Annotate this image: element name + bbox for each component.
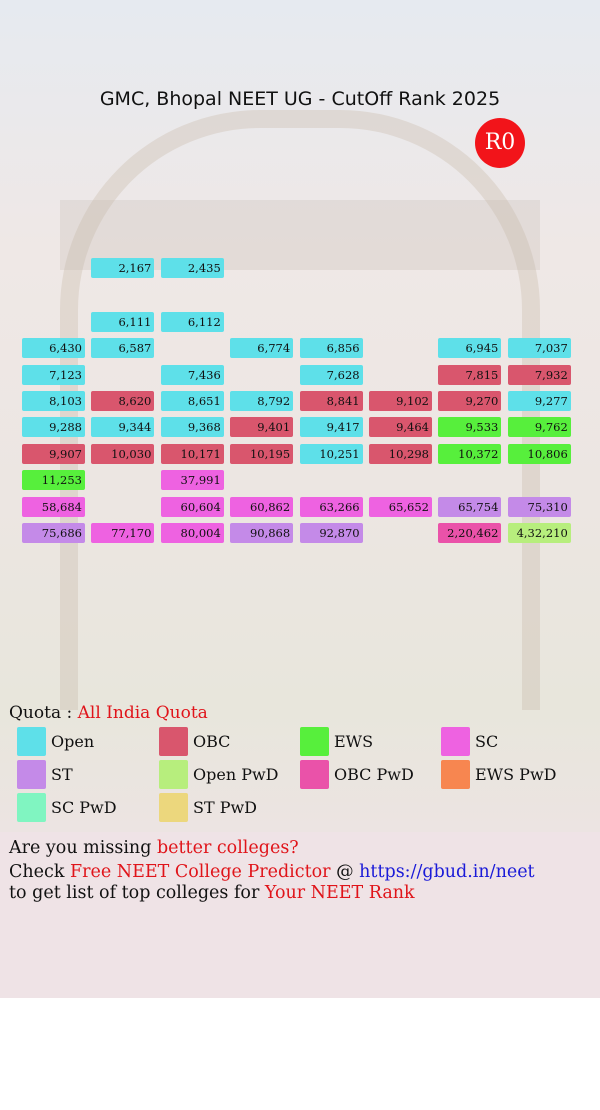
cutoff-cell: 9,401 [230, 417, 294, 437]
cutoff-cell: 37,991 [160, 470, 224, 490]
cutoff-cell: 9,277 [507, 391, 571, 411]
round-badge: R0 [475, 118, 525, 168]
cutoff-cell: 6,112 [160, 312, 224, 332]
cutoff-cell: 10,298 [369, 444, 432, 464]
text: to get list of top colleges for [9, 883, 265, 903]
cutoff-cell: 8,103 [22, 391, 85, 411]
cutoff-cell: 63,266 [299, 497, 363, 517]
legend-swatch [159, 727, 188, 756]
legend-swatch [441, 760, 470, 789]
cutoff-cell: 8,792 [230, 391, 294, 411]
cutoff-cell: 7,037 [507, 338, 571, 358]
legend-label: SC PwD [51, 798, 117, 817]
cutoff-cell: 2,435 [160, 258, 224, 278]
cutoff-cell: 10,372 [438, 444, 502, 464]
legend-label: Open [51, 732, 95, 751]
cutoff-cell: 8,620 [91, 391, 155, 411]
cutoff-cell: 10,195 [230, 444, 294, 464]
cutoff-cell: 6,945 [438, 338, 502, 358]
cutoff-cell: 7,932 [507, 365, 571, 385]
cutoff-cell: 8,841 [299, 391, 363, 411]
legend-label: Open PwD [193, 765, 279, 784]
cutoff-cell: 7,123 [22, 365, 85, 385]
cutoff-cell: 77,170 [91, 523, 155, 543]
cutoff-cell: 7,815 [438, 365, 502, 385]
cutoff-cell: 58,684 [22, 497, 85, 517]
legend-swatch [159, 760, 188, 789]
cutoff-cell: 8,651 [160, 391, 224, 411]
legend-swatch [300, 727, 329, 756]
cutoff-cell: 60,862 [230, 497, 294, 517]
legend-label: OBC [193, 732, 231, 751]
cutoff-cell: 60,604 [160, 497, 224, 517]
footer: Are you missing better colleges? Check F… [0, 832, 600, 998]
cutoff-cell: 92,870 [299, 523, 363, 543]
cutoff-cell: 9,464 [369, 417, 432, 437]
cutoff-cell: 90,868 [230, 523, 294, 543]
text: @ [330, 862, 360, 882]
legend-swatch [441, 727, 470, 756]
cutoff-cell: 2,20,462 [438, 523, 502, 543]
cutoff-cell: 9,907 [22, 444, 85, 464]
cutoff-cell: 6,430 [22, 338, 85, 358]
cutoff-cell: 10,030 [91, 444, 155, 464]
highlight: Your NEET Rank [264, 883, 415, 903]
cutoff-cell: 9,288 [22, 417, 85, 437]
legend-swatch [159, 793, 188, 822]
cutoff-cell: 9,102 [369, 391, 432, 411]
legend-label: EWS [334, 732, 374, 751]
cutoff-cell: 10,251 [299, 444, 363, 464]
cutoff-cell: 6,587 [91, 338, 155, 358]
legend-swatch [17, 760, 46, 789]
cutoff-cell: 6,774 [230, 338, 294, 358]
link-text[interactable]: Free NEET College Predictor [70, 862, 331, 882]
cutoff-cell: 80,004 [160, 523, 224, 543]
legend-label: EWS PwD [475, 765, 557, 784]
legend-label: ST PwD [193, 798, 258, 817]
footer-line: Check Free NEET College Predictor @ http… [9, 862, 535, 882]
footer-line: Are you missing better colleges? [9, 838, 299, 858]
quota-label: Quota : [9, 703, 73, 723]
cutoff-cell: 7,436 [160, 365, 224, 385]
text: Are you missing [9, 838, 157, 858]
cutoff-cell: 65,652 [369, 497, 432, 517]
highlight: better colleges? [156, 838, 299, 858]
quota-line: Quota : All India Quota [9, 703, 208, 723]
cutoff-cell: 2,167 [91, 258, 155, 278]
title: GMC, Bhopal NEET UG - CutOff Rank 2025 [99, 88, 501, 110]
cutoff-cell: 6,856 [299, 338, 363, 358]
cutoff-cell: 9,533 [438, 417, 502, 437]
link[interactable]: https://gbud.in/neet [359, 862, 535, 882]
cutoff-cell: 9,368 [160, 417, 224, 437]
cutoff-cell: 9,270 [438, 391, 502, 411]
footer-line: to get list of top colleges for Your NEE… [9, 883, 415, 903]
cutoff-cell: 9,344 [91, 417, 155, 437]
cutoff-cell: 75,310 [507, 497, 571, 517]
cutoff-cell: 65,754 [438, 497, 502, 517]
cutoff-cell: 10,806 [507, 444, 571, 464]
quota-value: All India Quota [77, 703, 208, 723]
cutoff-cell: 4,32,210 [507, 523, 571, 543]
cutoff-cell: 11,253 [22, 470, 85, 490]
legend-swatch [300, 760, 329, 789]
legend-label: SC [475, 732, 499, 751]
legend-label: OBC PwD [334, 765, 414, 784]
legend-label: ST [51, 765, 73, 784]
cutoff-cell: 7,628 [299, 365, 363, 385]
cutoff-cell: 10,171 [160, 444, 224, 464]
cutoff-cell: 9,762 [507, 417, 571, 437]
legend-swatch [17, 727, 46, 756]
cutoff-cell: 75,686 [22, 523, 85, 543]
text: Check [9, 862, 70, 882]
cutoff-cell: 9,417 [299, 417, 363, 437]
cutoff-cell: 6,111 [91, 312, 155, 332]
legend-swatch [17, 793, 46, 822]
